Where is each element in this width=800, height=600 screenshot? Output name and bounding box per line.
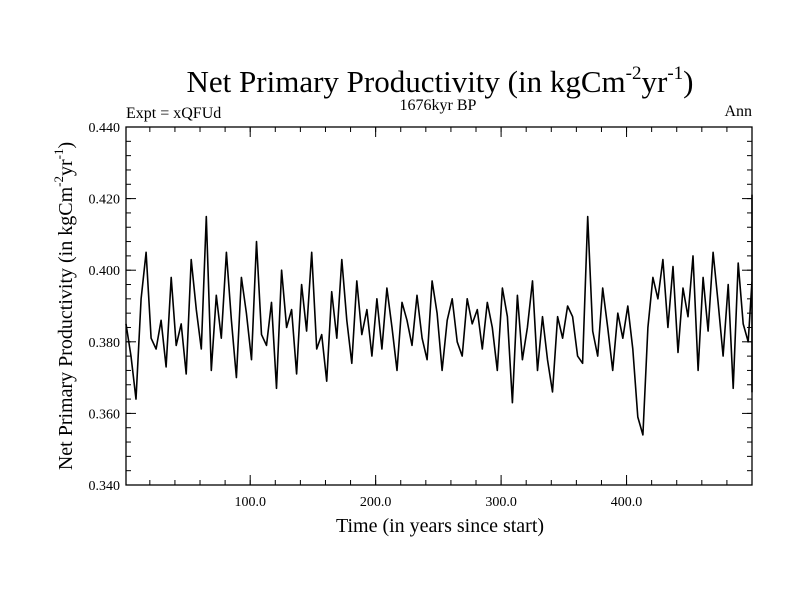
x-tick-label: 100.0 <box>234 495 266 510</box>
experiment-label: Expt = xQFUd <box>126 105 221 122</box>
x-tick-label: 300.0 <box>485 495 517 510</box>
plot-frame <box>125 126 753 486</box>
y-tick-label: 0.420 <box>89 193 121 208</box>
chart-title: Net Primary Productivity (in kgCm-2yr-1) <box>187 63 694 99</box>
y-tick-label: 0.440 <box>89 121 121 136</box>
x-tick-label: 400.0 <box>611 495 643 510</box>
y-axis-label: Net Primary Productivity (in kgCm-2yr-1) <box>51 142 77 470</box>
y-tick-label: 0.400 <box>89 264 121 279</box>
period-label: 1676kyr BP <box>400 97 477 114</box>
y-tick-label: 0.340 <box>89 479 121 494</box>
x-axis-label: Time (in years since start) <box>336 515 544 537</box>
y-tick-label: 0.380 <box>89 336 121 351</box>
x-tick-label: 200.0 <box>360 495 392 510</box>
y-tick-label: 0.360 <box>89 407 121 422</box>
season-label: Ann <box>724 103 752 120</box>
npp-series-line <box>125 194 753 436</box>
